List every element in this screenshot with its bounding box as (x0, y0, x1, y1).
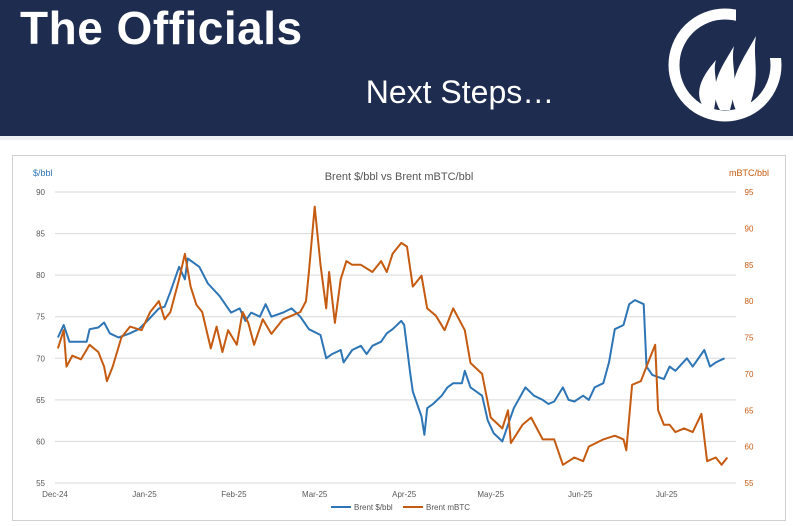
left-tick-label: 70 (36, 354, 45, 363)
right-tick-label: 80 (745, 297, 754, 306)
left-tick-label: 75 (36, 313, 45, 322)
left-tick-label: 65 (36, 396, 45, 405)
x-tick-label: May-25 (477, 490, 504, 499)
chart-card: Brent $/bbl vs Brent mBTC/bbl $/bbl mBTC… (12, 155, 786, 521)
series-line-brent-usd (56, 257, 725, 443)
series-line-brent-mbtc (56, 205, 729, 466)
x-tick-label: Mar-25 (302, 490, 328, 499)
x-axis-ticks: Dec-24 Jan-25 Feb-25 Mar-25 Apr-25 May-25 Jun-… (42, 490, 678, 499)
left-tick-label: 90 (36, 188, 45, 197)
x-tick-label: Apr-25 (392, 490, 417, 499)
header-banner: The Officials Next Steps… (0, 0, 793, 136)
x-tick-label: Jun-25 (568, 490, 593, 499)
page-subtitle: Next Steps… (365, 74, 555, 110)
right-tick-label: 70 (745, 370, 754, 379)
right-tick-label: 55 (745, 479, 754, 488)
right-axis-label: mBTC/bbl (729, 168, 769, 178)
chart-title: Brent $/bbl vs Brent mBTC/bbl (325, 171, 474, 183)
series-lines (56, 205, 729, 466)
left-tick-label: 80 (36, 271, 45, 280)
right-tick-label: 95 (745, 188, 754, 197)
x-tick-label: Dec-24 (42, 490, 68, 499)
left-tick-label: 60 (36, 437, 45, 446)
right-tick-label: 90 (745, 224, 754, 233)
legend-label-brent-mbtc: Brent mBTC (426, 503, 470, 512)
right-tick-label: 60 (745, 443, 754, 452)
left-axis-ticks: 55 60 65 70 75 80 85 90 (36, 188, 45, 488)
right-tick-label: 75 (745, 334, 754, 343)
left-tick-label: 55 (36, 479, 45, 488)
legend-label-brent-usd: Brent $/bbl (354, 503, 393, 512)
right-tick-label: 85 (745, 261, 754, 270)
brent-chart: Brent $/bbl vs Brent mBTC/bbl $/bbl mBTC… (33, 168, 769, 512)
page-title: The Officials (20, 2, 303, 54)
gridlines (55, 191, 736, 484)
flame-circle-logo-icon (668, 6, 784, 122)
right-tick-label: 65 (745, 406, 754, 415)
left-axis-label: $/bbl (33, 168, 53, 178)
header-divider (0, 136, 793, 140)
x-tick-label: Feb-25 (221, 490, 247, 499)
right-axis-ticks: 55 60 65 70 75 80 85 90 95 (745, 188, 754, 488)
left-tick-label: 85 (36, 230, 45, 239)
x-tick-label: Jan-25 (132, 490, 157, 499)
x-tick-label: Jul-25 (656, 490, 678, 499)
chart-legend: Brent $/bbl Brent mBTC (331, 503, 470, 512)
